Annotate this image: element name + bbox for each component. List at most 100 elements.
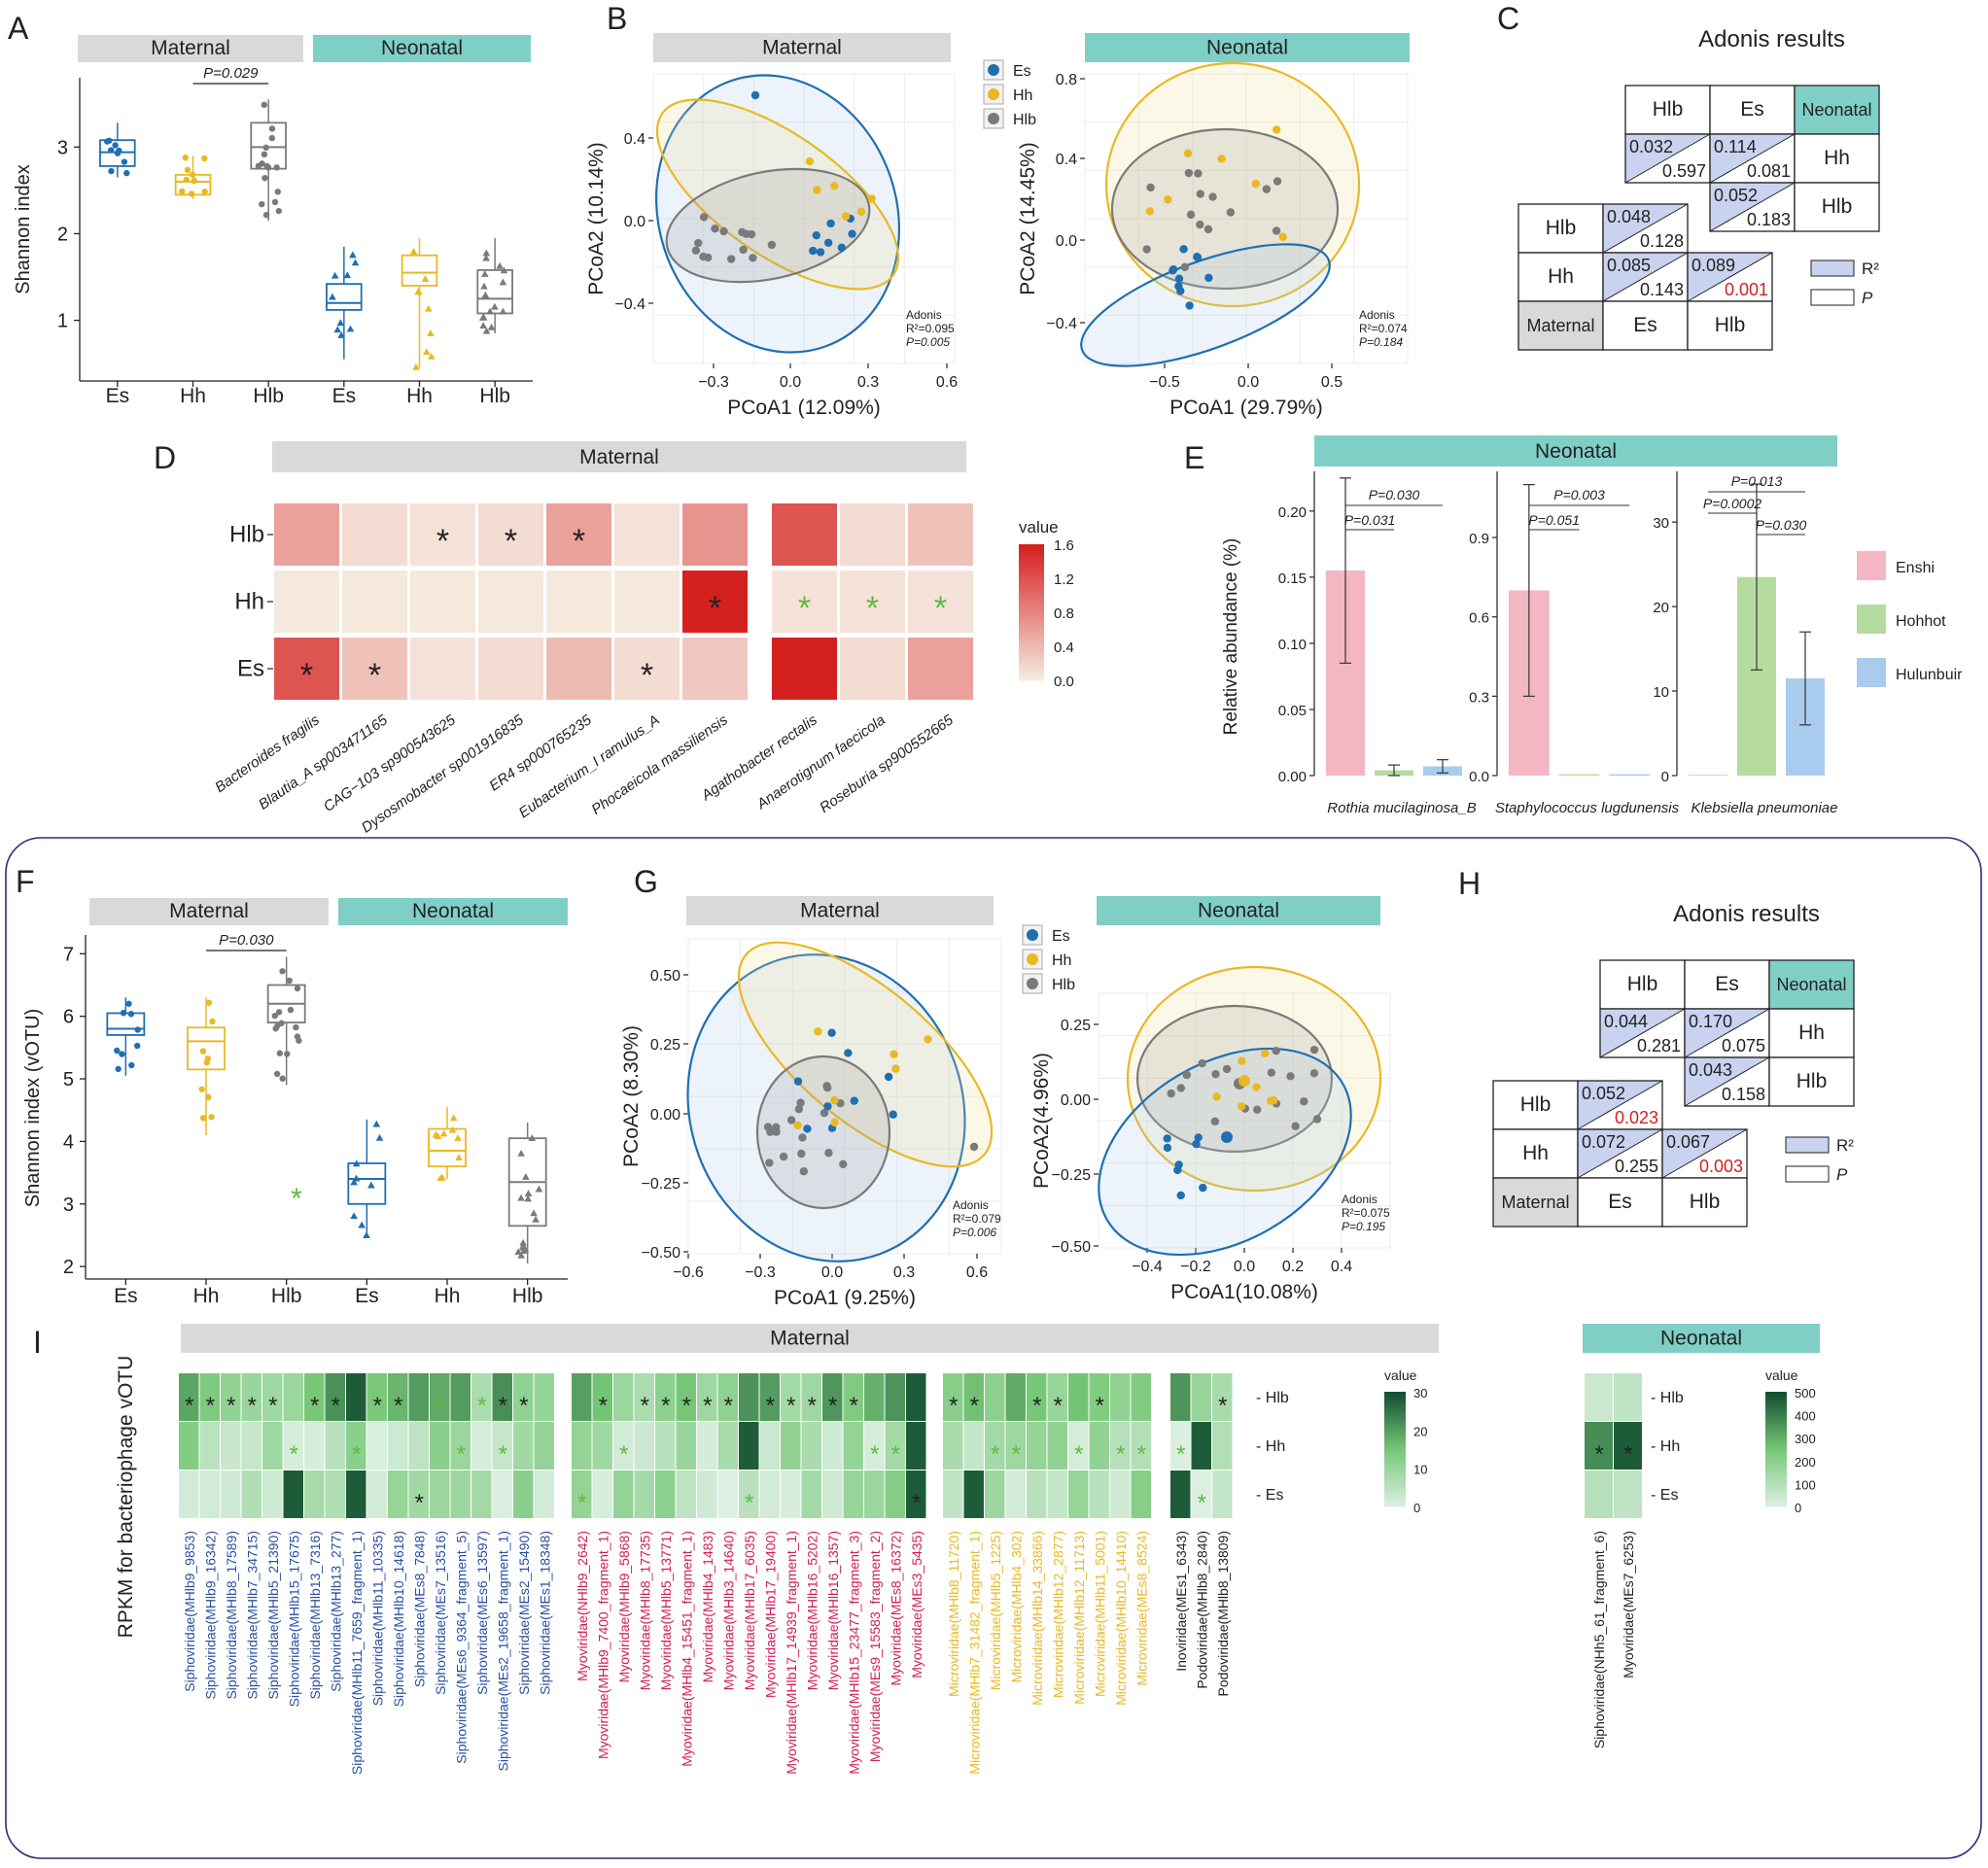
x-tick-label: Hh	[435, 1285, 461, 1307]
data-point	[271, 198, 279, 206]
data-point	[1272, 226, 1281, 235]
colorbar-segment	[1384, 1429, 1406, 1433]
heatmap-cell	[534, 1422, 554, 1470]
significance-star: *	[394, 1393, 402, 1419]
data-point	[797, 1149, 806, 1159]
heatmap-cell	[1614, 1470, 1642, 1518]
heatmap-cell	[346, 1422, 366, 1470]
colorbar-segment	[1384, 1446, 1406, 1450]
confidence-ellipse	[1080, 243, 1331, 367]
heatmap-col-label: Siphoviridae(MEs8_7848)	[411, 1531, 427, 1687]
data-point	[704, 253, 713, 262]
data-point-triangle	[517, 1251, 525, 1259]
data-point	[1174, 1160, 1183, 1169]
data-point	[114, 1047, 121, 1055]
heatmap-cell	[772, 503, 837, 566]
colorbar-segment	[1765, 1417, 1787, 1421]
data-point	[889, 1050, 898, 1059]
data-point	[1253, 1105, 1262, 1114]
colorbar-segment	[1019, 568, 1044, 572]
data-point	[830, 1096, 839, 1105]
data-point	[1168, 266, 1177, 275]
facet-strip	[1314, 435, 1837, 467]
data-point-triangle	[499, 307, 507, 315]
cell-diagonal	[1709, 133, 1796, 184]
x-tick-label: −0.5	[1149, 374, 1180, 391]
data-point	[924, 1035, 932, 1044]
data-point	[747, 229, 756, 239]
data-point	[278, 1020, 285, 1026]
data-point-triangle	[350, 1178, 358, 1186]
significance-star: *	[1594, 1441, 1603, 1468]
colorbar-segment	[1384, 1411, 1406, 1416]
data-point	[1194, 169, 1203, 178]
legend-label: P	[1862, 289, 1873, 307]
y-tick-label: 10	[1653, 684, 1669, 701]
colorbar-tick: 300	[1795, 1432, 1816, 1446]
colorbar-segment	[1019, 663, 1044, 668]
heatmap-cell	[801, 1373, 821, 1421]
colorbar-segment	[1384, 1426, 1406, 1430]
y-tick-label: 0.00	[650, 1107, 680, 1124]
facet-strip	[1085, 33, 1410, 62]
heatmap-col-label: Siphoviridae(MHlb11_10335)	[369, 1531, 385, 1706]
heatmap-row-label-neonatal: - Es	[1651, 1487, 1678, 1504]
r2-value: 0.072	[1582, 1132, 1625, 1152]
heatmap-cell	[1212, 1373, 1233, 1421]
data-point-triangle	[454, 1134, 462, 1141]
colorbar-segment	[1019, 646, 1044, 650]
heatmap-cell	[513, 1373, 534, 1421]
heatmap-cell	[906, 1373, 926, 1421]
significance-star: *	[970, 1393, 979, 1419]
data-point	[699, 213, 709, 222]
table-row-header	[1794, 182, 1880, 232]
heatmap-col-label: Myoviridae(NHlb9_2642)	[575, 1531, 590, 1681]
heatmap-cell	[676, 1470, 696, 1518]
heatmap-col-label: Siphoviridae(NHh5_61_fragment_6)	[1591, 1531, 1607, 1748]
significance-star: *	[477, 1393, 486, 1419]
legend-label: Hlb	[1013, 112, 1036, 128]
colorbar-segment	[1765, 1457, 1787, 1462]
facet-strip-label: Neonatal	[412, 900, 494, 922]
significance-star: *	[641, 1393, 649, 1419]
data-point	[108, 147, 115, 154]
table-footer-label: Hlb	[1715, 314, 1746, 336]
heatmap-cell	[1170, 1373, 1191, 1421]
heatmap-col-label: Myoviridae(MHlb4_15451_fragment_1)	[679, 1531, 694, 1767]
legend-label: R²	[1836, 1136, 1854, 1155]
facet-strip	[1097, 896, 1380, 925]
colorbar-segment	[1019, 544, 1044, 548]
facet-strip	[1583, 1324, 1820, 1353]
colorbar-segment	[1765, 1483, 1787, 1487]
legend-label: Hohhot	[1896, 613, 1946, 630]
legend-key-p	[1785, 1165, 1830, 1183]
panel-label: G	[634, 864, 658, 899]
heatmap-col-label: Myoviridae(MEs3_5435)	[909, 1531, 924, 1678]
significance-star: *	[934, 590, 947, 627]
x-tick-label: Hh	[406, 385, 433, 407]
heatmap-cell	[717, 1422, 738, 1470]
x-axis-title: PCoA1 (29.79%)	[1169, 397, 1323, 419]
y-axis-title: PCoA2 (8.30%)	[620, 1025, 643, 1167]
table-footer-cell	[1687, 300, 1773, 351]
data-point	[262, 211, 270, 219]
data-point-triangle	[478, 314, 487, 321]
facet-strip-label: Maternal	[169, 900, 249, 922]
data-point-triangle	[524, 1190, 533, 1197]
heatmap-row-label: Es	[237, 656, 264, 682]
y-axis-title: PCoA2 (14.45%)	[1017, 142, 1039, 295]
heatmap-cell	[221, 1470, 241, 1518]
heatmap-cell	[963, 1470, 984, 1518]
heatmap-col-label: Microviridae(MHlb8_11720)	[946, 1531, 961, 1697]
y-tick-label: 0.50	[650, 968, 680, 985]
significance-star: *	[352, 1441, 361, 1468]
data-point	[969, 1142, 979, 1152]
heatmap-cell	[634, 1373, 654, 1421]
data-point	[889, 1110, 897, 1119]
colorbar-segment	[1019, 640, 1044, 643]
legend-marker	[1027, 953, 1038, 965]
significance-star: *	[227, 1393, 235, 1419]
data-point	[823, 1083, 832, 1092]
table-header-label: Hlb	[1627, 973, 1658, 995]
p-value-label: P=0.051	[1528, 512, 1580, 528]
